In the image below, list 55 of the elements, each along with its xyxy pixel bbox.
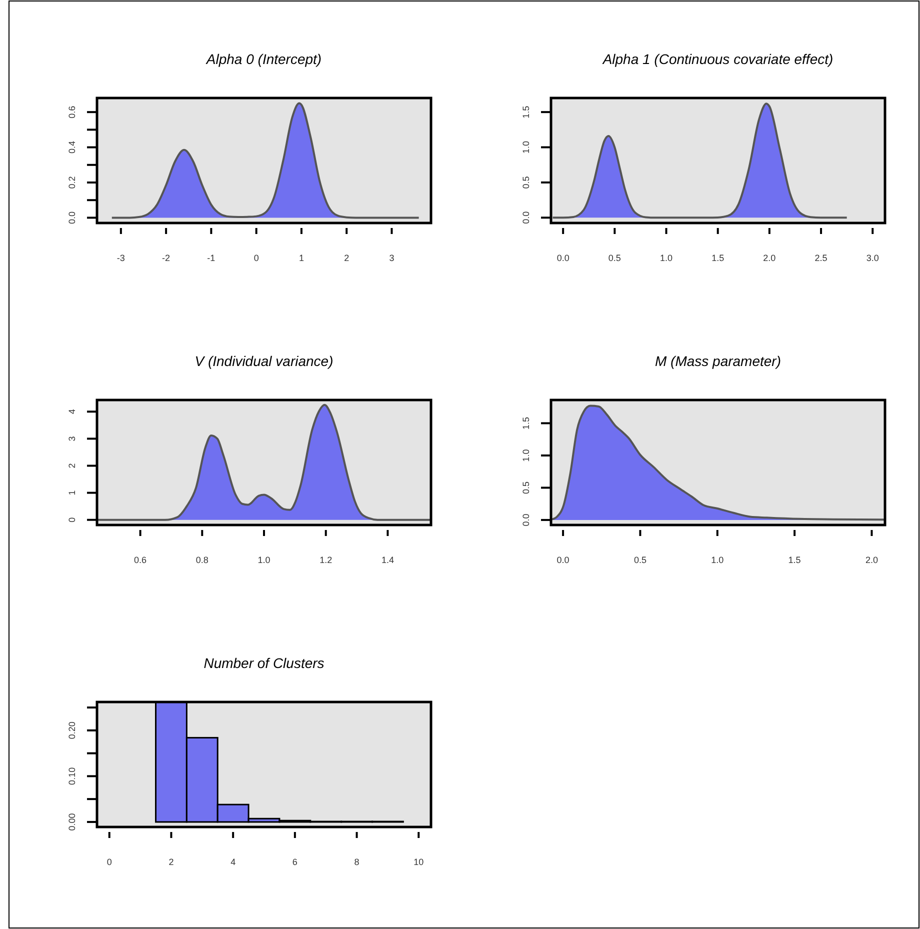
y-tick-label: 1.5 <box>521 416 531 430</box>
x-tick-label: 1.0 <box>258 555 270 565</box>
y-tick-label: 0.0 <box>521 514 531 526</box>
x-tick-label: -1 <box>207 253 216 263</box>
y-tick-label: 1 <box>67 490 77 496</box>
y-tick-label: 0.0 <box>67 211 77 224</box>
x-tick-label: -2 <box>162 253 170 263</box>
x-tick-label: -3 <box>116 253 125 263</box>
x-tick-label: 1.0 <box>711 555 724 565</box>
x-tick-label: 1.2 <box>320 555 332 565</box>
x-tick-label: 0.6 <box>134 555 147 565</box>
y-tick-label: 0.5 <box>521 481 531 494</box>
chart-title: Number of Clusters <box>204 655 324 671</box>
x-tick-label: 4 <box>230 857 236 867</box>
x-tick-label: 0.5 <box>608 253 621 263</box>
y-tick-label: 1.5 <box>521 106 531 118</box>
y-tick-label: 0.5 <box>521 176 531 189</box>
y-tick-label: 0.0 <box>521 211 531 224</box>
chart-title: V (Individual variance) <box>194 353 334 369</box>
x-tick-label: 0.0 <box>556 555 570 565</box>
x-tick-label: 6 <box>292 857 298 867</box>
x-tick-label: 0 <box>254 253 259 263</box>
x-tick-label: 3.0 <box>866 253 879 263</box>
x-tick-label: 2 <box>344 253 350 263</box>
x-tick-label: 0.5 <box>634 555 646 565</box>
y-tick-label: 2 <box>67 463 77 468</box>
y-tick-label: 0.4 <box>67 141 77 154</box>
x-tick-label: 2.5 <box>814 253 828 263</box>
chart-title: Alpha 1 (Continuous covariate effect) <box>602 51 834 67</box>
y-tick-label: 1.0 <box>521 141 531 154</box>
x-tick-label: 2.0 <box>763 253 776 263</box>
x-tick-label: 1.5 <box>788 555 801 565</box>
y-tick-label: 1.0 <box>521 449 531 462</box>
y-tick-label: 4 <box>67 409 77 414</box>
x-tick-label: 1.0 <box>660 253 673 263</box>
x-tick-label: 10 <box>414 857 424 867</box>
x-tick-label: 1.4 <box>381 555 394 565</box>
y-tick-label: 0.10 <box>67 767 77 785</box>
x-tick-label: 0 <box>106 857 112 867</box>
x-tick-label: 3 <box>389 253 394 263</box>
chart-title: Alpha 0 (Intercept) <box>205 51 322 67</box>
x-tick-label: 0.8 <box>196 555 208 565</box>
y-tick-label: 0 <box>67 517 77 522</box>
chart-title: M (Mass parameter) <box>654 353 782 369</box>
x-tick-label: 1 <box>298 253 304 263</box>
y-tick-label: 0.2 <box>67 176 77 189</box>
x-tick-label: 2.0 <box>865 555 878 565</box>
x-tick-label: 1.5 <box>712 253 724 263</box>
x-tick-label: 0.0 <box>556 253 570 263</box>
y-tick-label: 0.20 <box>67 722 77 740</box>
x-tick-label: 2 <box>168 857 174 867</box>
y-tick-label: 3 <box>67 436 77 442</box>
y-tick-label: 0.6 <box>67 106 77 118</box>
x-tick-label: 8 <box>354 857 360 867</box>
y-tick-label: 0.00 <box>67 813 77 831</box>
